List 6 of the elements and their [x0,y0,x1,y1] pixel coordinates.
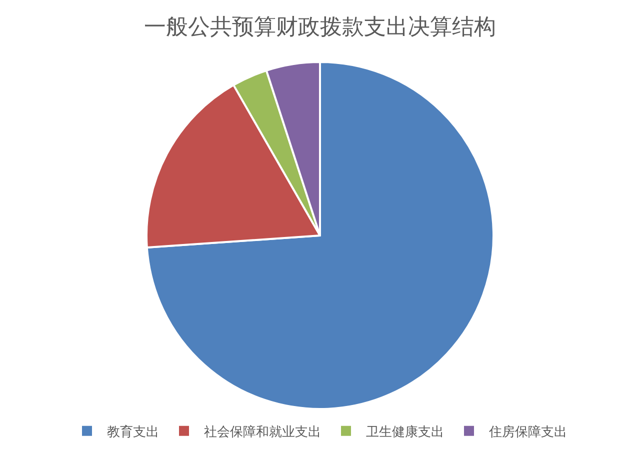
legend-label: 社会保障和就业支出 [204,424,321,440]
legend-label: 住房保障支出 [488,424,567,440]
legend-label: 卫生健康支出 [366,424,444,440]
pie-slice [146,61,494,410]
legend-label: 教育支出 [107,424,159,440]
chart-title: 一般公共预算财政拨款支出决算结构 [144,15,496,40]
